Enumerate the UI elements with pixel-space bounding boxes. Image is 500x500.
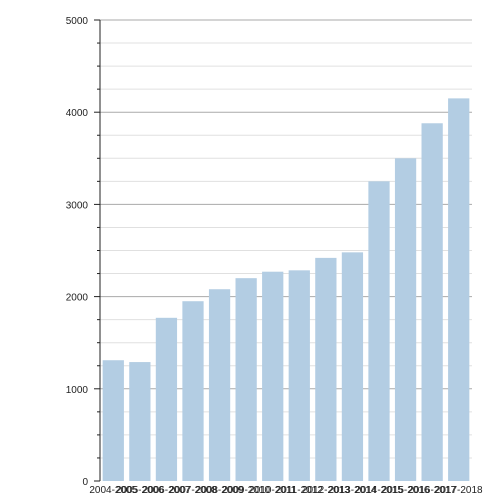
x-tick-label: 2009-2010 [222, 485, 270, 496]
y-tick-label: 2000 [66, 293, 89, 304]
bars [102, 98, 470, 482]
x-tick-label: 2007-2008 [169, 485, 217, 496]
bar-2011-2012 [288, 270, 310, 481]
x-tick-label: 2006-2007 [143, 485, 191, 496]
bar-2010-2011 [262, 271, 284, 481]
x-tick-label: 2013-2014 [329, 485, 377, 496]
x-tick-label: 2005-2006 [116, 485, 164, 496]
x-tick-labels: 2004-20052005-20062006-20072007-20082008… [89, 485, 483, 496]
x-tick-label: 2008-2009 [196, 485, 244, 496]
y-tick-label: 1000 [66, 385, 89, 396]
bar-2014-2015 [368, 181, 390, 481]
bar-2012-2013 [315, 257, 337, 481]
bar-2005-2006 [129, 362, 151, 481]
bar-2013-2014 [341, 252, 364, 481]
x-tick-label: 2012-2013 [302, 485, 350, 496]
x-tick-label: 2011-2012 [276, 485, 324, 496]
x-tick-label: 2004-2005 [89, 485, 137, 496]
bar-2006-2007 [155, 317, 178, 481]
bar-2007-2008 [182, 301, 204, 481]
y-tick-label: 0 [82, 477, 88, 488]
y-tick-label: 3000 [66, 200, 89, 211]
x-tick-label: 2016-2017 [408, 485, 456, 496]
bar-2004-2005 [102, 360, 124, 481]
bar-2016-2017 [421, 123, 443, 481]
x-tick-label: 2015-2016 [382, 485, 430, 496]
y-tick-labels: 0 1000 2000 3000 4000 5000 [66, 16, 89, 488]
bar-2017-2018 [448, 98, 470, 482]
x-tick-label: 2017-2018 [435, 485, 483, 496]
x-tick-label: 2010-2011 [249, 485, 297, 496]
y-tick-label: 4000 [66, 108, 89, 119]
bar-2009-2010 [235, 278, 257, 481]
axes [94, 19, 101, 482]
bar-2008-2009 [208, 289, 231, 481]
x-tick-label: 2014-2015 [355, 485, 403, 496]
y-tick-label: 5000 [66, 16, 89, 27]
bar-2015-2016 [394, 158, 417, 482]
